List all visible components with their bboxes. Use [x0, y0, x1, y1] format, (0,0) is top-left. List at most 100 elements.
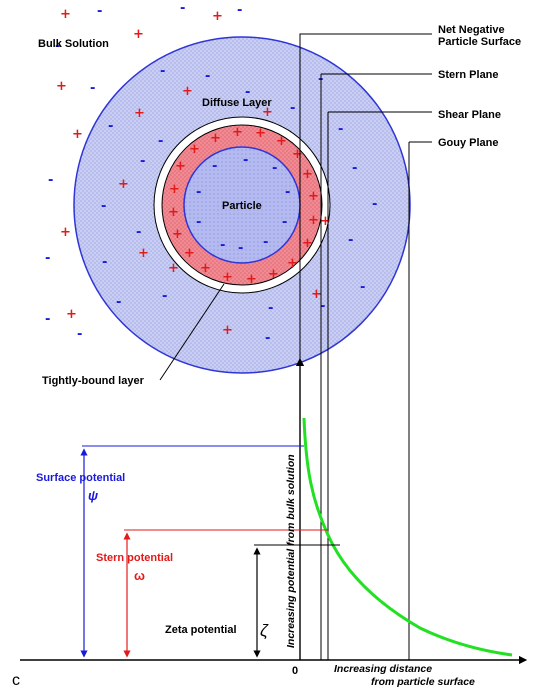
svg-text:+: +: [311, 287, 322, 302]
svg-text:-: -: [136, 225, 141, 240]
svg-text:-: -: [268, 301, 273, 316]
svg-text:-: -: [220, 238, 225, 253]
svg-text:+: +: [320, 214, 331, 229]
stern-potential-label: Stern potential: [96, 552, 173, 564]
svg-text:+: +: [168, 261, 179, 276]
svg-text:-: -: [90, 81, 95, 96]
ions-diffuse: - - + - + - - - + - - + - - + - - + - + …: [101, 64, 377, 346]
svg-text:-: -: [352, 161, 357, 176]
svg-text:+: +: [56, 79, 67, 94]
svg-text:-: -: [162, 289, 167, 304]
svg-text:-: -: [160, 64, 165, 79]
svg-text:+: +: [255, 126, 266, 141]
svg-text:-: -: [158, 134, 163, 149]
x-axis-title-line1: Increasing distance: [334, 663, 432, 675]
svg-text:-: -: [348, 233, 353, 248]
svg-text:-: -: [265, 331, 270, 346]
svg-text:+: +: [287, 256, 298, 271]
svg-text:+: +: [182, 84, 193, 99]
svg-text:-: -: [282, 215, 287, 230]
ions-bulk: + - - + - - + + - + - + - - + -: [45, 1, 242, 342]
svg-text:+: +: [302, 236, 313, 251]
svg-text:+: +: [222, 270, 233, 285]
svg-text:-: -: [285, 185, 290, 200]
svg-text:-: -: [290, 101, 295, 116]
svg-text:+: +: [189, 142, 200, 157]
net-negative-label: Net Negative: [438, 24, 505, 36]
zeta-potential-label: Zeta potential: [165, 624, 237, 636]
potential-curve: [302, 417, 513, 657]
surface-potential-label: Surface potential: [36, 472, 125, 484]
svg-text:-: -: [237, 3, 242, 18]
svg-text:-: -: [372, 197, 377, 212]
svg-text:-: -: [338, 122, 343, 137]
ions-particle: - - - - - - - - - -: [196, 153, 290, 256]
y-axis-title: Increasing potential from bulk solution: [285, 454, 297, 648]
svg-text:-: -: [55, 39, 60, 54]
svg-text:+: +: [72, 127, 83, 142]
particle-surface-label: Particle Surface: [438, 36, 521, 48]
svg-text:+: +: [60, 7, 71, 22]
svg-text:-: -: [205, 69, 210, 84]
svg-text:-: -: [101, 199, 106, 214]
gouy-plane-label: Gouy Plane: [438, 137, 499, 149]
svg-text:+: +: [175, 159, 186, 174]
svg-text:-: -: [45, 251, 50, 266]
svg-text:-: -: [77, 327, 82, 342]
svg-text:+: +: [118, 177, 129, 192]
svg-text:-: -: [196, 185, 201, 200]
surface-potential-symbol: ψ: [88, 488, 98, 503]
svg-text:-: -: [108, 119, 113, 134]
svg-text:-: -: [196, 215, 201, 230]
svg-text:+: +: [133, 27, 144, 42]
svg-text:-: -: [360, 280, 365, 295]
svg-text:-: -: [272, 161, 277, 176]
svg-text:+: +: [200, 261, 211, 276]
x-axis-title-line2: from particle surface: [371, 676, 475, 688]
svg-text:+: +: [292, 147, 303, 162]
svg-text:+: +: [308, 189, 319, 204]
svg-text:-: -: [140, 154, 145, 169]
svg-text:+: +: [169, 182, 180, 197]
svg-text:+: +: [60, 225, 71, 240]
svg-text:-: -: [180, 1, 185, 16]
zeta-potential-symbol: ζ: [260, 621, 269, 640]
svg-text:-: -: [102, 255, 107, 270]
svg-text:-: -: [320, 299, 325, 314]
svg-text:+: +: [268, 267, 279, 282]
particle-label: Particle: [222, 200, 262, 212]
svg-text:+: +: [262, 105, 273, 120]
svg-text:+: +: [168, 205, 179, 220]
svg-text:-: -: [212, 159, 217, 174]
svg-text:-: -: [97, 4, 102, 19]
svg-text:-: -: [243, 153, 248, 168]
shear-plane-label: Shear Plane: [438, 109, 501, 121]
svg-text:+: +: [138, 246, 149, 261]
svg-text:+: +: [172, 227, 183, 242]
svg-text:-: -: [263, 235, 268, 250]
svg-text:+: +: [222, 323, 233, 338]
svg-text:+: +: [308, 213, 319, 228]
svg-text:-: -: [48, 173, 53, 188]
tightly-bound-pointer: [159, 283, 225, 381]
svg-text:+: +: [210, 131, 221, 146]
tightly-bound-layer-label: Tightly-bound layer: [42, 375, 145, 387]
bulk-solution-label: Bulk Solution: [38, 38, 109, 50]
svg-text:-: -: [245, 85, 250, 100]
stern-plane-label: Stern Plane: [438, 69, 499, 81]
svg-text:-: -: [45, 312, 50, 327]
stern-potential-symbol: ω: [134, 568, 145, 583]
svg-text:+: +: [184, 246, 195, 261]
svg-text:+: +: [212, 9, 223, 24]
svg-text:+: +: [66, 307, 77, 322]
svg-text:+: +: [276, 134, 287, 149]
origin-label: 0: [292, 665, 298, 677]
ions-bound: + + + + + + + + + + + + + + + + + + + +: [168, 125, 319, 287]
panel-letter: c: [12, 672, 20, 689]
svg-text:+: +: [302, 167, 313, 182]
diffuse-layer-label: Diffuse Layer: [202, 97, 272, 109]
svg-text:-: -: [238, 241, 243, 256]
svg-text:-: -: [116, 295, 121, 310]
svg-text:+: +: [134, 106, 145, 121]
